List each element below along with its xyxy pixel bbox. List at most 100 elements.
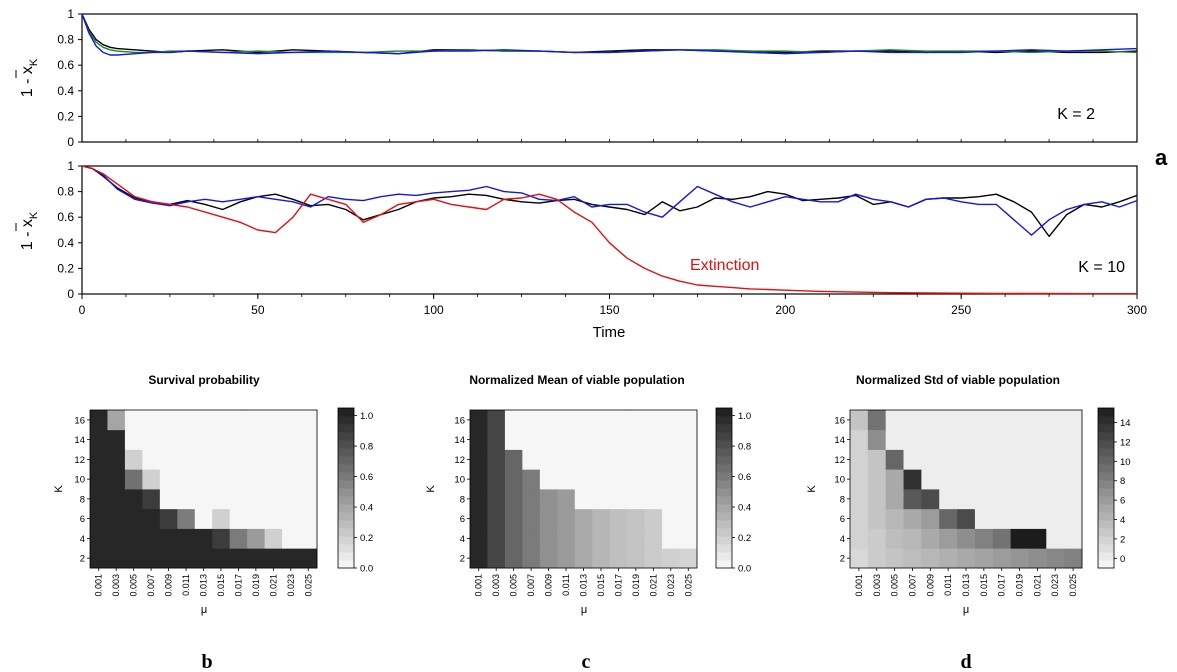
heatmap-cell xyxy=(247,548,266,569)
heatmap-cell xyxy=(627,548,646,569)
heatmap-cell xyxy=(885,548,904,569)
heatmap-cell xyxy=(124,469,143,490)
heatmap-cell xyxy=(1010,469,1029,490)
series-line-black xyxy=(81,13,1138,55)
heatmap-cell xyxy=(107,449,126,470)
heatmap-cell xyxy=(264,469,283,490)
x-tick-label: 0.013 xyxy=(199,574,209,597)
colorbar-step xyxy=(338,480,354,489)
heatmap-cell xyxy=(974,449,994,470)
heatmap-cell xyxy=(867,508,887,529)
y-tick-label: 6 xyxy=(80,514,85,525)
heatmap-cell xyxy=(90,410,108,431)
heatmap-cell xyxy=(557,508,576,529)
ylabel-a-top: 1 - xK xyxy=(15,58,40,97)
heatmap-cell xyxy=(194,410,213,431)
heatmap-cell xyxy=(921,548,940,569)
heatmap-cell xyxy=(627,449,646,470)
heatmap-cell xyxy=(1010,449,1029,470)
y-tick-label: 4 xyxy=(840,534,845,545)
colorbar-step xyxy=(1098,448,1114,457)
heatmap-cell xyxy=(885,489,904,510)
heatmap-cell xyxy=(470,528,488,549)
heatmap-cell xyxy=(159,429,178,450)
heatmap-cell xyxy=(957,489,976,510)
heatmap-cell xyxy=(627,489,646,510)
x-tick-label: 0.013 xyxy=(961,574,971,597)
heatmap-cell xyxy=(177,449,196,470)
heatmap-cell xyxy=(194,469,213,490)
colorbar-step xyxy=(1098,408,1114,417)
heatmap-cell xyxy=(992,508,1012,529)
heatmap-cell xyxy=(539,469,558,490)
heatmap-cell xyxy=(1064,429,1083,450)
x-tick-label: 0.015 xyxy=(596,574,606,597)
heatmap-cell xyxy=(142,410,161,431)
heatmap-cell xyxy=(850,548,869,569)
heatmap-cell xyxy=(903,469,922,490)
heatmap-cell xyxy=(850,410,869,431)
colorbar-step xyxy=(716,416,732,425)
heatmap-cell xyxy=(124,429,143,450)
colorbar-step xyxy=(1098,464,1114,473)
heatmap-cell xyxy=(627,469,646,490)
cells-c xyxy=(470,410,698,569)
heatmap-cell xyxy=(107,429,126,450)
x-tick-label: 0.023 xyxy=(1050,574,1060,597)
heatmap-cell xyxy=(609,508,628,529)
heatmap-cell xyxy=(177,508,196,529)
heatmap-cell xyxy=(247,469,266,490)
heatmap-cell xyxy=(679,429,698,450)
y-tick-label: 6 xyxy=(840,514,845,525)
heatmap-cell xyxy=(1046,489,1065,510)
x-tick-label: 0.011 xyxy=(181,574,191,596)
ylabel-a-bottom: 1 - xK xyxy=(15,211,40,250)
heatmap-cell xyxy=(574,429,593,450)
heatmap-cell xyxy=(264,508,283,529)
heatmap-cell xyxy=(867,528,887,549)
heatmap-cell xyxy=(107,508,126,529)
heatmap-cell xyxy=(592,410,611,431)
y-ticks-c: 2 4 6 8 10 12 14 16 xyxy=(454,415,470,565)
heatmap-cell xyxy=(662,469,680,490)
heatmap-cell xyxy=(1046,429,1065,450)
heatmap-cell xyxy=(850,489,869,510)
heatmap-cell xyxy=(487,410,506,431)
heatmap-cell xyxy=(1010,429,1029,450)
colorbar-step xyxy=(338,448,354,457)
heatmap-cell xyxy=(487,449,506,470)
heatmap-cell xyxy=(957,548,976,569)
heatmap-cell xyxy=(957,410,976,431)
heatmap-cell xyxy=(299,528,318,549)
heatmap-cell xyxy=(124,528,143,549)
heatmap-cell xyxy=(957,528,976,549)
heatmap-cell xyxy=(1028,449,1047,470)
series-line-blue xyxy=(81,13,1138,56)
x-tick-label: 0.025 xyxy=(683,574,693,597)
series-line-blue xyxy=(81,165,1138,236)
x-tick-label: 0.021 xyxy=(268,574,278,597)
heatmap-cell xyxy=(159,469,178,490)
heatmap-cell xyxy=(229,469,248,490)
heatmap-cell xyxy=(124,548,143,569)
heatmap-cell xyxy=(557,489,576,510)
heatmap-cell xyxy=(850,469,869,490)
colorbar-step xyxy=(338,416,354,425)
heatmap-cell xyxy=(1064,489,1083,510)
heatmap-cell xyxy=(662,489,680,510)
heatmap-cell xyxy=(282,469,300,490)
heatmap-cell xyxy=(974,548,994,569)
svg-text:1 - xK: 1 - xK xyxy=(19,211,40,250)
heatmap-cell xyxy=(229,449,248,470)
heatmap-cell xyxy=(487,489,506,510)
colorbar-tick-label: 0.0 xyxy=(738,564,751,575)
heatmap-cell xyxy=(939,449,958,470)
colorbar-step xyxy=(1098,416,1114,425)
heatmap-cell xyxy=(247,410,266,431)
heatmap-cell xyxy=(974,528,994,549)
heatmap-cell xyxy=(644,528,663,549)
colorbar-step xyxy=(338,520,354,529)
x-tick-label: 0.013 xyxy=(579,574,589,597)
heatmap-cell xyxy=(1046,449,1065,470)
